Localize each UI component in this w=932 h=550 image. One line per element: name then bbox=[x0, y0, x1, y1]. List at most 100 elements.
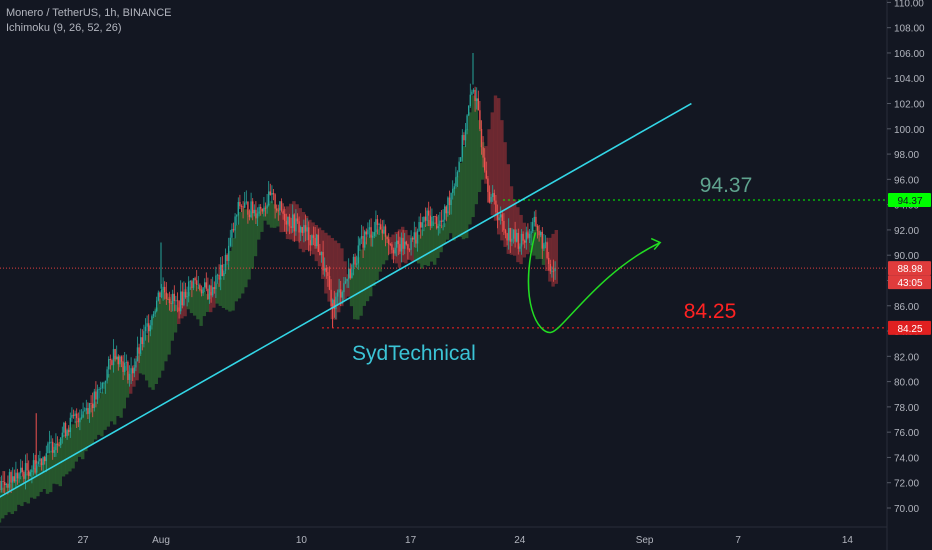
candle-body bbox=[360, 236, 363, 239]
candle-body bbox=[268, 191, 270, 206]
cloud-segment bbox=[119, 360, 123, 418]
cloud-segment bbox=[465, 129, 469, 239]
candle-body bbox=[464, 130, 467, 141]
candle-body bbox=[423, 216, 425, 223]
cloud-segment bbox=[525, 230, 530, 255]
cloud-segment bbox=[218, 278, 222, 306]
cloud-segment bbox=[199, 288, 203, 326]
candle-body bbox=[192, 278, 195, 288]
cloud-segment bbox=[554, 230, 558, 284]
candle-body bbox=[272, 192, 275, 195]
candle-body bbox=[354, 256, 356, 265]
y-tick-label: 72.00 bbox=[894, 479, 919, 490]
cloud-segment bbox=[7, 483, 11, 513]
candle-body bbox=[250, 201, 252, 218]
candle-body bbox=[10, 472, 12, 483]
cloud-segment bbox=[535, 226, 539, 260]
candle-body bbox=[447, 197, 449, 214]
candle-body bbox=[452, 189, 454, 193]
candle-body bbox=[197, 284, 199, 286]
candle-body bbox=[312, 235, 315, 238]
cloud-segment bbox=[413, 239, 418, 262]
y-tick-label: 86.00 bbox=[894, 302, 919, 313]
candle-body bbox=[375, 219, 377, 233]
y-tick-label: 92.00 bbox=[894, 226, 919, 237]
price-badge bbox=[888, 192, 931, 207]
candle-body bbox=[303, 225, 305, 233]
candle-body bbox=[117, 356, 119, 365]
candle-body bbox=[504, 230, 507, 234]
cloud-segment bbox=[42, 458, 46, 490]
candle-body bbox=[400, 237, 403, 252]
candle-body bbox=[183, 291, 185, 306]
candle-body bbox=[159, 292, 161, 298]
candle-body bbox=[274, 194, 276, 209]
candle-body bbox=[52, 441, 54, 453]
candle-body bbox=[463, 135, 465, 141]
trendline[interactable] bbox=[0, 102, 692, 521]
candle-body bbox=[324, 267, 326, 271]
candle-body bbox=[322, 251, 324, 271]
candle-body bbox=[204, 282, 206, 288]
cloud-segment bbox=[468, 112, 472, 225]
candle-body bbox=[453, 186, 455, 190]
cloud-segment bbox=[541, 244, 546, 265]
candle-body bbox=[488, 192, 491, 202]
candle-body bbox=[228, 245, 230, 261]
candle-body bbox=[472, 89, 475, 92]
cloud-segment bbox=[343, 261, 347, 300]
candle-body bbox=[188, 281, 190, 297]
cloud-segment bbox=[410, 240, 414, 262]
candle-body bbox=[69, 417, 71, 433]
projection-arrow[interactable] bbox=[527, 232, 661, 334]
candle-body bbox=[164, 286, 166, 293]
cloud-segment bbox=[439, 225, 443, 253]
candle-body bbox=[77, 418, 79, 423]
candle-body bbox=[100, 388, 102, 390]
candle-body bbox=[130, 368, 132, 374]
cloud-segment bbox=[372, 231, 376, 286]
candle-body bbox=[148, 323, 150, 332]
candle-body bbox=[391, 244, 393, 250]
cloud-segment bbox=[1, 487, 5, 519]
candle-body bbox=[53, 450, 55, 453]
candle-body bbox=[122, 361, 124, 372]
candle-body bbox=[200, 289, 203, 294]
cloud-segment bbox=[327, 235, 331, 302]
cloud-segment bbox=[221, 272, 226, 309]
candle-body bbox=[248, 214, 251, 218]
x-tick-label: Sep bbox=[636, 535, 654, 546]
candle-body bbox=[165, 292, 167, 299]
candle-body bbox=[503, 220, 505, 231]
cloud-segment bbox=[369, 234, 373, 297]
candle-body bbox=[247, 201, 249, 215]
candle-body bbox=[74, 413, 76, 416]
candle-body bbox=[333, 299, 335, 310]
candle-body bbox=[168, 299, 171, 304]
candle-body bbox=[144, 326, 147, 332]
cloud-segment bbox=[148, 325, 152, 388]
candle-body bbox=[256, 213, 259, 219]
candle-body bbox=[140, 337, 142, 354]
candle-body bbox=[242, 206, 244, 208]
candle-body bbox=[39, 458, 41, 462]
candle-body bbox=[29, 472, 31, 476]
y-tick-label: 98.00 bbox=[894, 150, 919, 161]
candle-body bbox=[48, 442, 51, 444]
candle-body bbox=[501, 214, 503, 221]
candle-body bbox=[479, 110, 481, 129]
price-badge-label: 88.98 bbox=[897, 264, 922, 275]
candle-body bbox=[535, 216, 537, 227]
candle-body bbox=[266, 205, 268, 209]
candle-body bbox=[245, 201, 247, 203]
candle-body bbox=[405, 241, 407, 245]
candle-body bbox=[541, 231, 543, 249]
candle-body bbox=[24, 463, 27, 479]
y-tick-label: 76.00 bbox=[894, 428, 919, 439]
chart-title: Monero / TetherUS, 1h, BINANCE bbox=[6, 7, 172, 19]
candle-body bbox=[124, 362, 126, 372]
candle-body bbox=[357, 245, 359, 264]
cloud-segment bbox=[61, 435, 66, 477]
cloud-segment bbox=[385, 235, 389, 261]
